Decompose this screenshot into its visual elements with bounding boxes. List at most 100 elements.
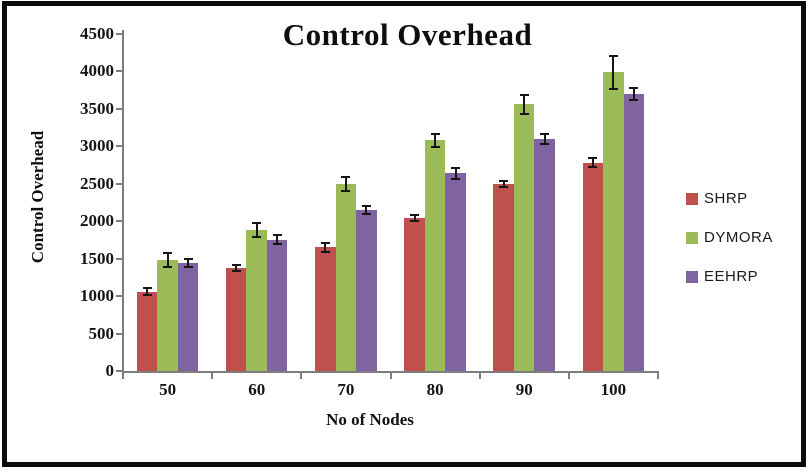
error-bar [324,243,327,252]
error-bar-cap-top [540,132,550,135]
error-bar-cap-bottom [430,146,440,149]
error-bar-cap-bottom [629,98,639,101]
error-bar-cap-bottom [410,220,420,223]
y-tick-label: 2500 [80,173,114,193]
legend-swatch-shrp [686,192,698,205]
error-bar-cap-bottom [540,142,550,145]
error-bar [632,87,635,100]
y-axis-tick [116,145,122,148]
bar-shrp-90 [493,183,514,371]
y-axis-tick [116,70,122,73]
bar-eehrp-50 [177,263,199,371]
chart-title: Control Overhead [282,17,533,52]
error-bar [255,223,258,237]
error-bar-cap-bottom [142,293,152,296]
x-category-label: 80 [426,380,444,399]
x-axis-title: No of Nodes [326,410,414,429]
bar-eehrp-100 [623,93,645,371]
legend: SHRP DYMORA EEHRP [686,190,773,285]
y-axis-tick [116,370,122,372]
error-bar-cap-top [519,93,529,96]
error-bar-cap-top [410,214,420,217]
bar-eehrp-80 [445,173,466,371]
legend-swatch-dymora [686,231,698,244]
error-bar-cap-bottom [361,212,371,215]
y-tick-label: 2000 [80,211,114,231]
error-bar-cap-top [361,205,371,208]
x-axis-tick [657,373,659,379]
error-bar-cap-bottom [341,189,351,192]
error-bar-cap-top [142,287,152,290]
y-tick-label: 4000 [80,61,114,81]
error-bar [612,55,615,89]
error-bar [187,259,190,267]
x-category-label: 60 [248,380,266,399]
bar-dymora-70 [335,183,357,371]
error-bar [235,265,238,272]
legend-item-eehrp: EEHRP [686,268,773,285]
error-bar-cap-bottom [320,250,330,253]
y-axis-tick [116,33,122,35]
bar-dymora-60 [246,230,267,371]
y-tick-label: 4500 [80,24,114,43]
error-bar-cap-top [163,252,173,255]
error-bar [344,176,347,191]
x-axis-tick [567,373,570,379]
error-bar-cap-top [608,54,618,57]
bar-dymora-50 [157,260,178,371]
error-bar-cap-top [451,167,461,170]
figure-border-frame [2,1,806,467]
x-category-label: 90 [515,380,533,399]
y-tick-label: 500 [88,323,115,343]
error-bar-cap-top [430,132,440,135]
legend-label-eehrp: EEHRP [704,268,759,285]
error-bar [502,180,505,187]
error-bar-cap-bottom [588,166,598,169]
error-bar [146,288,149,295]
error-bar-cap-top [499,179,509,182]
error-bar [523,94,526,115]
error-bar-cap-bottom [499,185,509,188]
error-bar-cap-top [183,258,193,261]
bar-shrp-60 [225,268,247,371]
bar-shrp-70 [315,247,336,371]
bar-dymora-90 [513,104,535,371]
bar-eehrp-60 [266,239,288,371]
legend-label-shrp: SHRP [704,190,748,207]
error-bar [454,168,457,179]
y-axis-tick [116,107,122,110]
x-axis-tick [478,373,481,379]
y-axis-tick [116,182,122,185]
error-bar [365,206,368,214]
x-axis-tick [211,373,214,379]
y-axis-tick [116,332,122,335]
error-bar-cap-top [272,234,282,237]
y-tick-label: 0 [105,361,115,380]
error-bar-cap-bottom [252,235,262,238]
error-bar-cap-top [629,86,639,89]
error-bar-cap-top [231,264,241,267]
error-bar [166,253,169,267]
bar-dymora-80 [424,140,446,371]
error-bar [276,235,279,245]
legend-label-dymora: DYMORA [704,229,773,246]
legend-item-shrp: SHRP [686,190,773,207]
legend-item-dymora: DYMORA [686,229,773,246]
y-tick-label: 3000 [80,136,114,156]
y-tick-label: 1500 [80,248,114,268]
error-bar-cap-bottom [163,265,173,268]
legend-swatch-eehrp [686,270,698,283]
bar-shrp-50 [136,291,158,371]
bar-dymora-100 [603,72,624,371]
x-category-label: 50 [159,380,177,399]
x-category-label: 100 [600,380,627,399]
error-bar-cap-bottom [608,87,618,90]
error-bar [591,158,594,168]
x-axis-tick [300,373,303,379]
x-axis-tick [389,373,392,379]
y-tick-label: 3500 [80,98,114,118]
error-bar-cap-top [588,157,598,160]
y-axis-tick [116,220,122,223]
x-axis-tick [122,373,124,379]
